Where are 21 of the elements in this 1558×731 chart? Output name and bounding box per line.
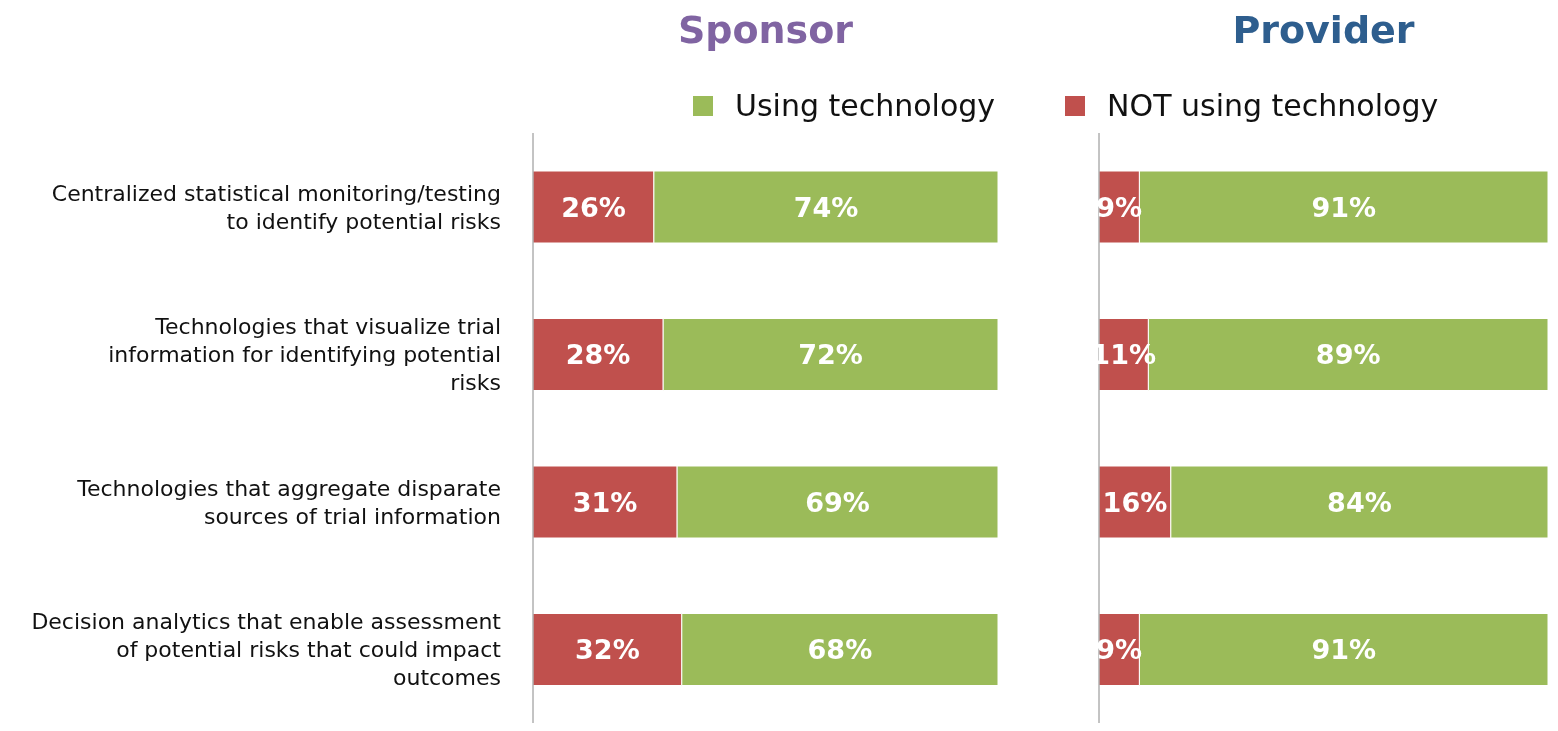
y-tick-label: Technologies that visualize trial information for identifying potential risks bbox=[108, 313, 501, 395]
data-label: 26% bbox=[561, 191, 626, 223]
legend-label: NOT using technology bbox=[1107, 88, 1439, 123]
data-label: 69% bbox=[805, 486, 870, 518]
data-label: 91% bbox=[1311, 634, 1377, 666]
chart-title: Provider bbox=[1231, 8, 1416, 54]
data-label: 91% bbox=[1311, 191, 1377, 223]
data-label: 89% bbox=[1315, 339, 1381, 371]
data-label: 31% bbox=[572, 486, 638, 518]
data-label: 84% bbox=[1327, 486, 1392, 518]
data-label: 28% bbox=[565, 339, 631, 371]
data-label: 72% bbox=[798, 339, 863, 371]
data-label: 68% bbox=[807, 634, 873, 666]
data-label: 74% bbox=[793, 191, 859, 223]
y-tick-label: Centralized statistical monitoring/testing to identify potential risks bbox=[51, 180, 501, 234]
chart-title: Sponsor bbox=[676, 8, 855, 54]
legend-label: Using technology bbox=[735, 88, 996, 123]
y-tick-label: Technologies that aggregate disparate sources of trial information bbox=[76, 475, 501, 529]
data-label: 16% bbox=[1102, 486, 1168, 518]
data-label: 32% bbox=[575, 634, 640, 666]
y-tick-label: Decision analytics that enable assessment of potential risks that could impact outcomes bbox=[31, 608, 502, 690]
